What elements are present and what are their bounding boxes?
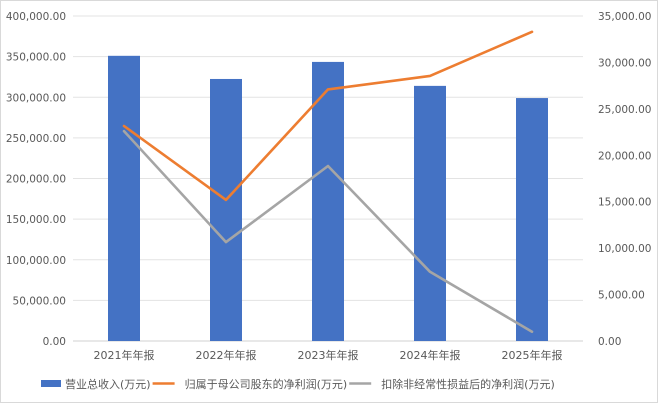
legend-item: 扣除非经常性损益后的净利润(万元)	[349, 377, 555, 391]
right-axis-tick-label: 0.00	[598, 336, 621, 348]
revenue-bar	[414, 85, 446, 341]
x-axis-label: 2023年年报	[298, 348, 359, 362]
x-axis-label: 2025年年报	[502, 348, 563, 362]
right-axis-tick-label: 25,000.00	[598, 104, 651, 116]
x-axis-label: 2024年年报	[400, 348, 461, 362]
left-axis-tick-label: 300,000.00	[6, 92, 66, 104]
revenue-bars	[108, 55, 548, 341]
x-axis-label: 2021年年报	[94, 348, 155, 362]
left-axis-tick-label: 50,000.00	[13, 295, 66, 307]
x-axis-label: 2022年年报	[196, 348, 257, 362]
right-axis-tick-label: 35,000.00	[598, 11, 651, 23]
left-axis-tick-label: 400,000.00	[6, 11, 66, 23]
left-axis-ticks: 0.00 50,000.00 100,000.00 150,000.00 200,000…	[6, 11, 66, 348]
left-axis-tick-label: 0.00	[43, 336, 66, 348]
legend: 营业总收入(万元) 归属于母公司股东的净利润(万元) 扣除非经常性损益后的净利润(万…	[41, 377, 555, 391]
left-axis-tick-label: 250,000.00	[6, 133, 66, 145]
profit-lines	[122, 30, 534, 334]
legend-swatch	[41, 380, 61, 387]
revenue-bar	[108, 55, 140, 341]
right-axis-tick-label: 30,000.00	[598, 57, 651, 69]
revenue-bar	[210, 78, 242, 341]
right-axis-tick-label: 10,000.00	[598, 243, 651, 255]
series-line	[122, 30, 534, 202]
right-axis-tick-label: 20,000.00	[598, 150, 651, 162]
legend-label: 归属于母公司股东的净利润(万元)	[185, 377, 348, 391]
legend-item: 营业总收入(万元)	[41, 377, 151, 391]
legend-label: 营业总收入(万元)	[65, 377, 151, 391]
left-axis-tick-label: 200,000.00	[6, 174, 66, 186]
legend-item: 归属于母公司股东的净利润(万元)	[152, 377, 348, 391]
revenue-bar	[312, 61, 344, 341]
left-axis-tick-label: 350,000.00	[6, 52, 66, 64]
right-axis-tick-label: 15,000.00	[598, 197, 651, 209]
series-line	[122, 129, 534, 334]
x-axis-labels: 2021年年报 2022年年报 2023年年报 2024年年报 2025年年报	[94, 348, 563, 362]
right-axis-tick-label: 5,000.00	[598, 290, 645, 302]
revenue-bar	[516, 98, 548, 341]
right-axis-ticks: 0.00 5,000.00 10,000.00 15,000.00 20,000.00 2…	[598, 11, 651, 348]
legend-label: 扣除非经常性损益后的净利润(万元)	[381, 377, 555, 391]
left-axis-tick-label: 100,000.00	[6, 255, 66, 267]
left-axis-tick-label: 150,000.00	[6, 214, 66, 226]
